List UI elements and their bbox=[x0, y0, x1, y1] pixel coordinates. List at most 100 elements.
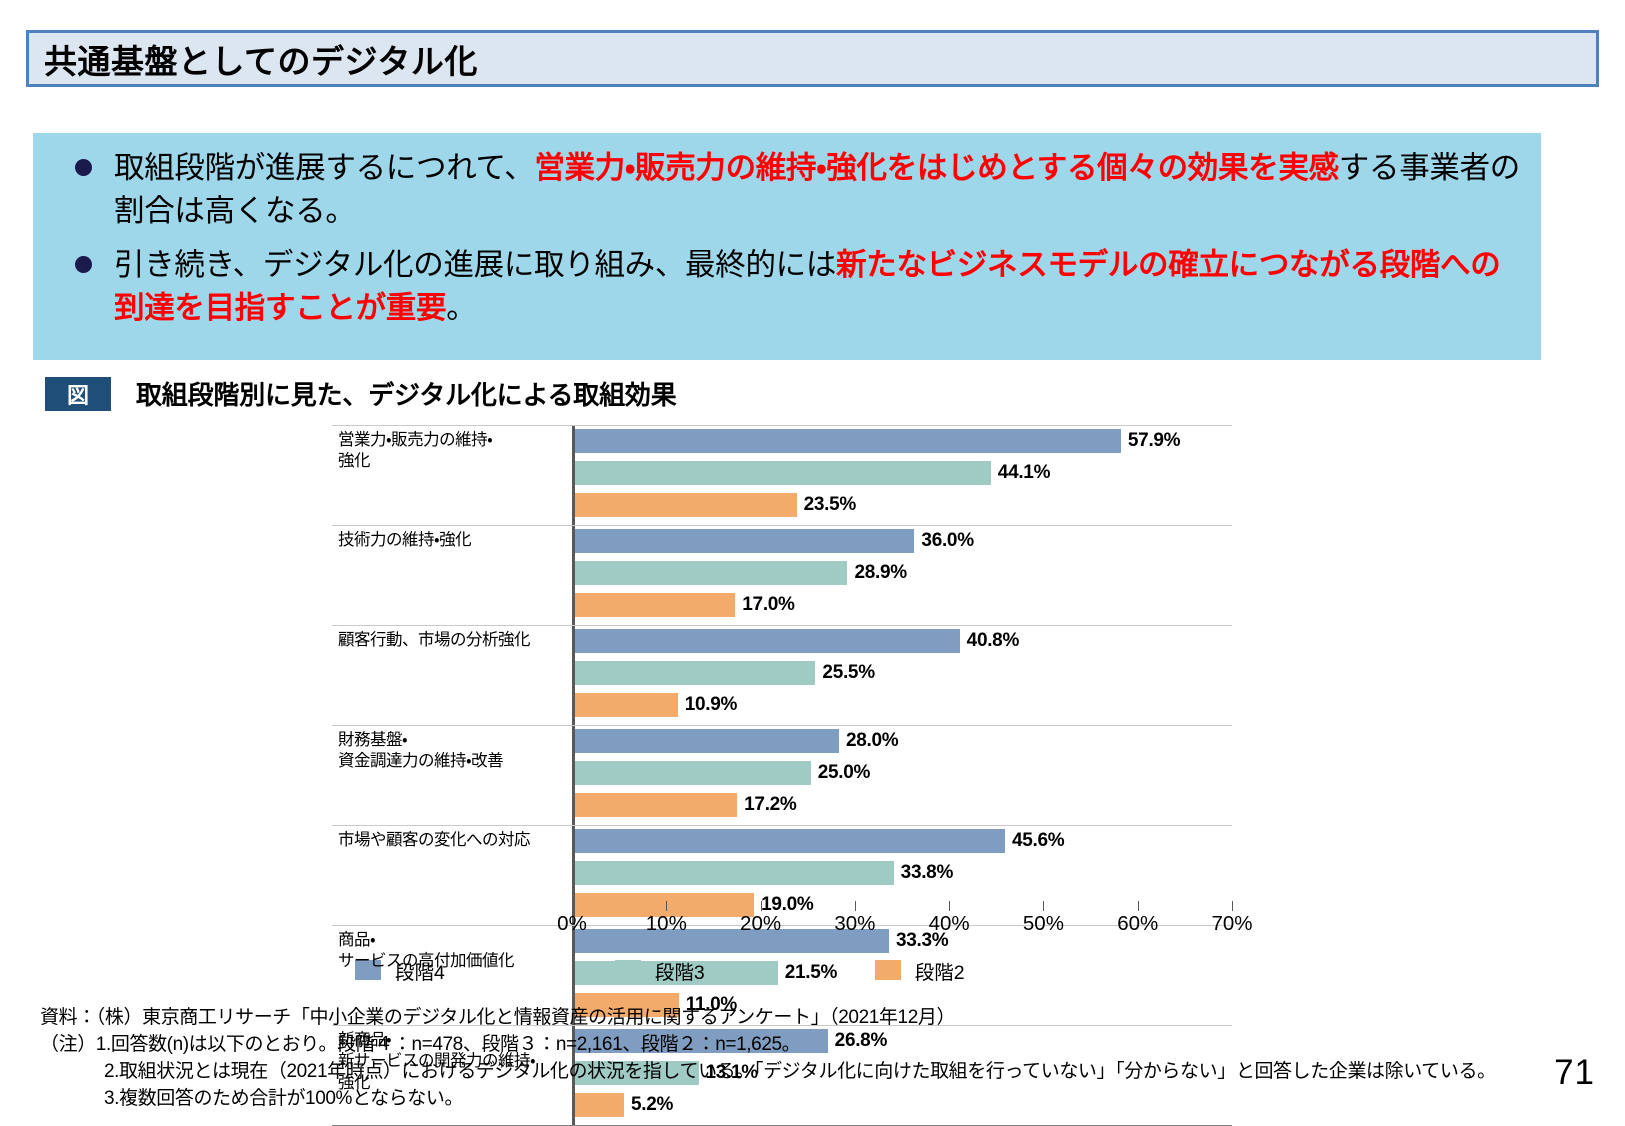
chart-bar-group: 57.9% 44.1% 23.5% bbox=[572, 426, 1232, 525]
chart-bar bbox=[575, 993, 679, 1017]
chart-category-label: 商品・ サービスの高付加価値化 bbox=[338, 931, 515, 971]
chart-bar-value-label: 28.0% bbox=[846, 730, 899, 751]
chart-bar-row: 5.2% bbox=[575, 1093, 1232, 1117]
chart-bar-value-label: 17.2% bbox=[744, 794, 797, 815]
chart-x-tick-label: 50% bbox=[1022, 912, 1064, 935]
chart-bar bbox=[575, 629, 960, 653]
chart-category-row: 財務基盤・ 資金調達力の維持・改善 28.0% 25.0% 17.2% bbox=[332, 725, 1232, 825]
chart-bar-value-label: 25.5% bbox=[822, 662, 875, 683]
chart-bar bbox=[575, 829, 1005, 853]
chart-bar-row: 25.5% bbox=[575, 661, 1232, 685]
chart-bar-value-label: 33.3% bbox=[895, 930, 949, 951]
legend-swatch-icon bbox=[355, 960, 381, 980]
chart-bar bbox=[575, 529, 915, 553]
bullet-dot-icon bbox=[75, 159, 92, 176]
chart-x-tick bbox=[572, 901, 573, 911]
chart-bar-value-label: 36.0% bbox=[921, 530, 974, 551]
chart-bar-row: 36.0% bbox=[575, 529, 1232, 553]
chart-bar-group: 33.3% 21.5% 11.0% bbox=[572, 926, 1232, 1025]
footnote-note-3: 3.複数回答のため合計が100%とならない。 bbox=[104, 1087, 464, 1109]
summary-callout-box: 取組段階が進展するにつれて、営業力・販売力の維持・強化をはじめとする個々の効果を… bbox=[33, 133, 1541, 360]
chart-x-tick-label: 30% bbox=[834, 912, 876, 935]
chart-bar bbox=[575, 493, 797, 517]
chart-bar-value-label: 10.9% bbox=[684, 694, 738, 715]
footnote-note-1: （注）1.回答数(n)は以下のとおり。段階４：n=478、段階３：n=2,161… bbox=[40, 1033, 801, 1055]
figure-caption: 図 取組段階別に見た、デジタル化による取組効果 bbox=[45, 375, 677, 412]
legend-label: 段階2 bbox=[914, 961, 965, 984]
bullet-item: 引き続き、デジタル化の進展に取り組み、最終的には新たなビジネスモデルの確立につな… bbox=[45, 244, 1529, 329]
chart-category-label: 新商品・ 新サービスの開発力の維持・ 強化 bbox=[338, 1031, 536, 1092]
chart-bar-value-label: 45.6% bbox=[1011, 830, 1065, 851]
chart-bar bbox=[575, 961, 778, 985]
chart-x-tick-label: 60% bbox=[1117, 912, 1159, 935]
chart-bar bbox=[575, 793, 738, 817]
chart-bar-row: 17.2% bbox=[575, 793, 1232, 817]
chart-bar bbox=[575, 1093, 625, 1117]
chart-bar-row: 28.9% bbox=[575, 561, 1232, 585]
chart-bar-row: 19.0% bbox=[575, 893, 1232, 917]
chart-bar bbox=[575, 1061, 699, 1085]
page-title: 共通基盤としてのデジタル化 bbox=[44, 42, 478, 80]
chart-bar-group: 45.6% 33.8% 19.0% bbox=[572, 826, 1232, 925]
bullet-text: 取組段階が進展するにつれて、営業力・販売力の維持・強化をはじめとする個々の効果を… bbox=[114, 147, 1529, 232]
chart-plot-area: 営業力・販売力の維持・ 強化 57.9% 44.1% 23.5% 技術力の維持・強化 36.… bbox=[332, 425, 1232, 1126]
chart-bar-row: 17.0% bbox=[575, 593, 1232, 617]
legend-item[interactable]: 段階3 bbox=[614, 956, 705, 985]
chart-bar bbox=[575, 1029, 828, 1053]
emphasis-text: 新たなビジネスモデルの確立につながる段階への到達を目指すことが重要 bbox=[114, 248, 1501, 326]
chart-category-label: 財務基盤・ 資金調達力の維持・改善 bbox=[338, 731, 504, 771]
figure-title: 取組段階別に見た、デジタル化による取組効果 bbox=[136, 380, 677, 410]
chart-bar bbox=[575, 593, 736, 617]
chart-bar bbox=[575, 561, 848, 585]
chart-category-label: 技術力の維持・強化 bbox=[338, 531, 472, 549]
chart-bar-value-label: 23.5% bbox=[803, 494, 857, 515]
emphasis-text: 営業力・販売力の維持・強化をはじめとする個々の効果を実感 bbox=[534, 151, 1339, 185]
bullet-item: 取組段階が進展するにつれて、営業力・販売力の維持・強化をはじめとする個々の効果を… bbox=[45, 147, 1529, 232]
legend-item[interactable]: 段階4 bbox=[355, 956, 445, 985]
plain-text: 。 bbox=[446, 291, 477, 326]
chart-bar-value-label: 5.2% bbox=[631, 1094, 674, 1115]
chart-bar bbox=[575, 429, 1121, 453]
chart-bar-row: 10.9% bbox=[575, 693, 1232, 717]
chart-x-tick-label: 0% bbox=[557, 912, 587, 935]
chart-bar-value-label: 11.0% bbox=[685, 994, 738, 1015]
chart-legend: 段階4 段階3 段階2 bbox=[355, 955, 1055, 985]
chart-bar bbox=[575, 929, 889, 953]
chart-bar-row: 33.3% bbox=[575, 929, 1232, 953]
footnote-source: 資料：（株）東京商工リサーチ「中小企業のデジタル化と情報資産の活用に関するアンケ… bbox=[40, 1007, 956, 1028]
bar-chart: 営業力・販売力の維持・ 強化 57.9% 44.1% 23.5% 技術力の維持・強化 36.… bbox=[332, 425, 1232, 1126]
chart-x-tick bbox=[949, 901, 951, 911]
figure-badge: 図 bbox=[45, 376, 111, 411]
chart-category-label: 市場や顧客の変化への対応 bbox=[338, 831, 531, 849]
chart-bar bbox=[575, 729, 839, 753]
chart-bar bbox=[575, 693, 678, 717]
chart-x-tick bbox=[760, 901, 762, 911]
legend-swatch-icon bbox=[614, 960, 641, 980]
chart-bar-value-label: 19.0% bbox=[761, 894, 814, 915]
chart-bar-row: 25.0% bbox=[575, 761, 1232, 785]
chart-bar bbox=[575, 861, 894, 885]
chart-x-tick bbox=[854, 901, 856, 911]
chart-bar-row: 33.8% bbox=[575, 861, 1232, 885]
chart-bar-row: 57.9% bbox=[575, 429, 1232, 453]
chart-bar-value-label: 26.8% bbox=[834, 1030, 888, 1051]
legend-item[interactable]: 段階2 bbox=[874, 956, 965, 985]
chart-bar-value-label: 28.9% bbox=[854, 562, 907, 583]
chart-bar-row: 11.0% bbox=[575, 993, 1232, 1017]
plain-text: する事業者の割合は高くなる。 bbox=[114, 151, 1520, 228]
chart-category-row: 市場や顧客の変化への対応 45.6% 33.8% 19.0% bbox=[332, 825, 1232, 925]
page-number: 71 bbox=[1554, 1053, 1595, 1092]
chart-category-row: 技術力の維持・強化 36.0% 28.9% 17.0% bbox=[332, 525, 1232, 625]
chart-x-tick bbox=[1232, 901, 1233, 911]
chart-x-tick bbox=[1043, 901, 1045, 911]
chart-bar-row: 40.8% bbox=[575, 629, 1232, 653]
chart-x-tick-label: 70% bbox=[1211, 912, 1253, 935]
chart-bar bbox=[575, 893, 755, 917]
chart-bar bbox=[575, 661, 816, 685]
legend-label: 段階4 bbox=[395, 961, 445, 984]
chart-category-row: 顧客行動、市場の分析強化 40.8% 25.5% 10.9% bbox=[332, 625, 1232, 725]
chart-bar-group: 36.0% 28.9% 17.0% bbox=[572, 526, 1232, 625]
plain-text: 引き続き、デジタル化の進展に取り組み、最終的には bbox=[114, 248, 837, 283]
bullet-text: 引き続き、デジタル化の進展に取り組み、最終的には新たなビジネスモデルの確立につな… bbox=[114, 244, 1529, 329]
legend-label: 段階3 bbox=[654, 961, 705, 984]
